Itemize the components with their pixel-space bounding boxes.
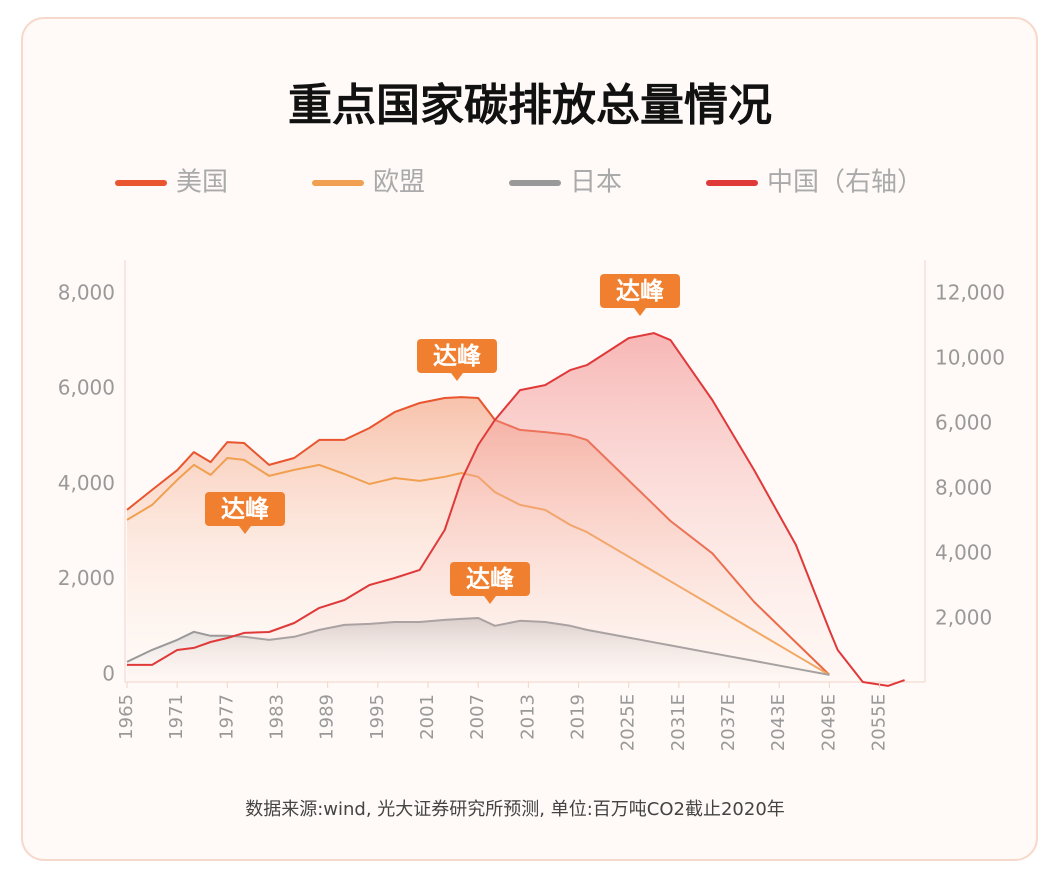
y2-tick-label: 6,000 xyxy=(935,411,992,435)
x-tick-label: 1983 xyxy=(267,694,288,740)
annotation: 达峰 xyxy=(616,277,664,305)
x-tick-label: 2001 xyxy=(417,694,438,740)
annotation: 达峰 xyxy=(433,342,481,370)
x-tick-label: 2049E xyxy=(818,694,839,751)
annotation-pointer xyxy=(239,526,251,534)
annotation-badge xyxy=(417,339,497,373)
x-tick-label: 1977 xyxy=(216,694,237,740)
x-tick-label: 2025E xyxy=(618,694,639,751)
x-tick-label: 2007 xyxy=(467,694,488,740)
y-tick-label: 6,000 xyxy=(58,376,115,400)
x-tick-label: 2019 xyxy=(568,694,589,740)
x-tick-label: 1965 xyxy=(116,694,137,740)
series-line xyxy=(127,332,905,687)
y-tick-label: 0 xyxy=(102,661,115,685)
x-tick-label: 2037E xyxy=(718,694,739,751)
y-tick-label: 8,000 xyxy=(58,281,115,305)
annotation-pointer xyxy=(634,308,646,316)
x-tick-label: 1989 xyxy=(317,694,338,740)
annotation-pointer xyxy=(451,373,463,381)
annotation: 达峰 xyxy=(466,565,514,593)
legend-label: 中国（右轴） xyxy=(767,168,923,198)
x-tick-label: 1995 xyxy=(367,694,388,740)
y2-tick-label: 8,000 xyxy=(935,476,992,500)
legend-label: 美国 xyxy=(176,168,228,198)
annotation-pointer xyxy=(484,596,496,604)
legend-label: 欧盟 xyxy=(373,168,425,198)
y2-tick-label: 10,000 xyxy=(935,346,1005,370)
y-tick-label: 4,000 xyxy=(58,471,115,495)
x-tick-label: 2055E xyxy=(869,694,890,751)
x-tick-label: 2031E xyxy=(668,694,689,751)
y-tick-label: 2,000 xyxy=(58,566,115,590)
x-tick-label: 1971 xyxy=(166,694,187,740)
source-note: 数据来源:wind, 光大证券研究所预测, 单位:百万吨CO2截止2020年 xyxy=(245,799,785,820)
annotation-badge xyxy=(205,492,285,526)
y2-tick-label: 2,000 xyxy=(935,605,992,629)
y2-tick-label: 4,000 xyxy=(935,541,992,565)
annotation-badge xyxy=(600,274,680,308)
series-area xyxy=(127,333,905,686)
chart-title: 重点国家碳排放总量情况 xyxy=(288,80,772,131)
legend-label: 日本 xyxy=(570,168,622,198)
y2-tick-label: 12,000 xyxy=(935,281,1005,305)
x-tick-label: 2043E xyxy=(768,694,789,751)
annotation-badge xyxy=(450,562,530,596)
annotation: 达峰 xyxy=(221,495,269,523)
x-tick-label: 2013 xyxy=(517,694,538,740)
